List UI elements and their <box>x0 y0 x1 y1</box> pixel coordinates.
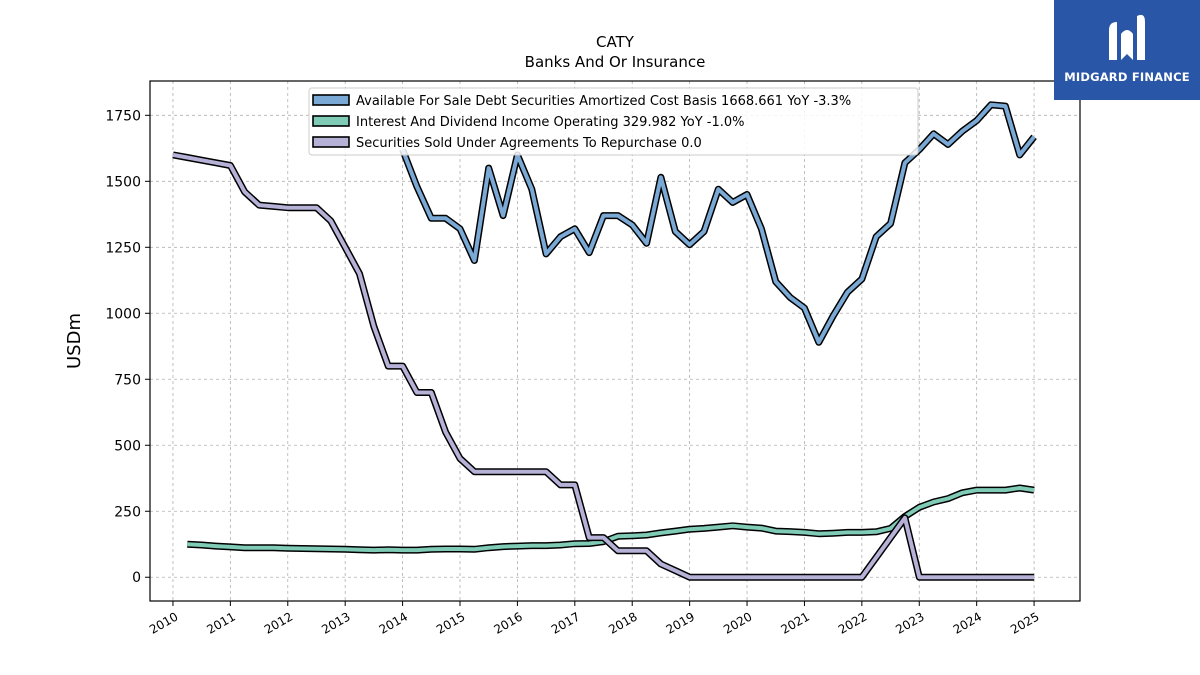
x-tick-label: 2024 <box>951 609 984 636</box>
y-tick-label: 250 <box>114 504 141 520</box>
chart-subtitle: Banks And Or Insurance <box>525 53 706 71</box>
legend: Available For Sale Debt Securities Amort… <box>308 87 919 156</box>
legend-swatch-1 <box>312 115 350 127</box>
plot-frame <box>149 80 1081 602</box>
legend-entry-1: Interest And Dividend Income Operating 3… <box>356 115 745 130</box>
y-tick-label: 1500 <box>105 174 141 190</box>
series-line-1 <box>187 486 1035 553</box>
x-tick-label: 2017 <box>549 609 582 636</box>
legend-entry-2: Securities Sold Under Agreements To Repu… <box>356 136 702 151</box>
y-tick-label: 0 <box>132 570 141 586</box>
x-tick-label: 2013 <box>319 609 352 636</box>
y-tick-label: 1250 <box>105 240 141 256</box>
brand-logo: MIDGARD FINANCE <box>1054 0 1200 100</box>
legend-swatch-0 <box>312 94 350 106</box>
chart-title: CATY <box>596 33 635 51</box>
x-tick-label: 2011 <box>204 609 237 636</box>
brand-mark-icon <box>1109 14 1145 60</box>
x-tick-label: 2014 <box>377 609 410 636</box>
x-tick-label: 2019 <box>664 609 697 636</box>
x-tick-label: 2010 <box>147 609 180 636</box>
legend-box <box>308 87 919 156</box>
x-tick-label: 2020 <box>721 609 754 636</box>
series-line-2 <box>172 152 1035 580</box>
x-tick-label: 2023 <box>893 609 926 636</box>
y-tick-label: 500 <box>114 438 141 454</box>
series-line-0 <box>400 102 1036 345</box>
x-axis: 2010 2011 2012 2013 2014 2015 2016 2017 2018 2019… <box>147 601 1042 637</box>
x-tick-label: 2012 <box>262 609 295 636</box>
brand-name: MIDGARD FINANCE <box>1064 70 1190 84</box>
y-tick-label: 1000 <box>105 306 141 322</box>
legend-entry-0: Available For Sale Debt Securities Amort… <box>356 94 851 109</box>
x-tick-label: 2016 <box>491 609 524 636</box>
x-tick-label: 2025 <box>1008 609 1041 636</box>
y-tick-label: 750 <box>114 372 141 388</box>
x-tick-label: 2022 <box>836 609 869 636</box>
y-axis: 0 250 500 750 1000 1250 1500 1750 <box>105 108 150 586</box>
x-tick-label: 2021 <box>778 609 811 636</box>
grid <box>150 81 1080 601</box>
y-tick-label: 1750 <box>105 108 141 124</box>
y-axis-label: USDm <box>64 313 85 369</box>
series-lines <box>172 101 1037 581</box>
x-tick-label: 2015 <box>434 609 467 636</box>
x-tick-label: 2018 <box>606 609 639 636</box>
legend-swatch-2 <box>312 136 350 148</box>
